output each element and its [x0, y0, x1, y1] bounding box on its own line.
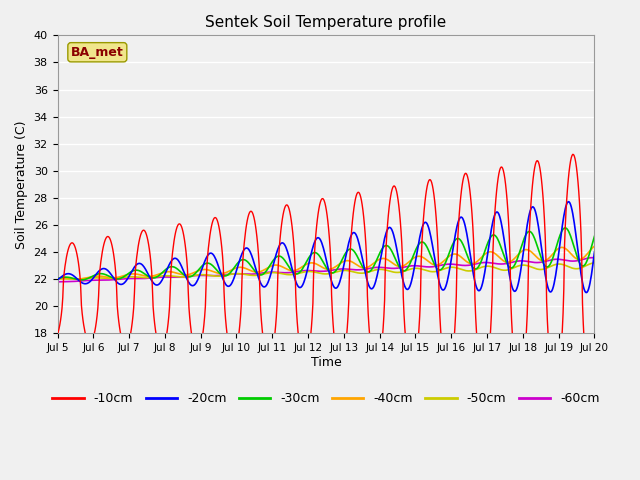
Title: Sentek Soil Temperature profile: Sentek Soil Temperature profile — [205, 15, 447, 30]
Text: BA_met: BA_met — [71, 46, 124, 59]
Y-axis label: Soil Temperature (C): Soil Temperature (C) — [15, 120, 28, 249]
X-axis label: Time: Time — [310, 356, 341, 369]
Legend: -10cm, -20cm, -30cm, -40cm, -50cm, -60cm: -10cm, -20cm, -30cm, -40cm, -50cm, -60cm — [47, 387, 605, 410]
